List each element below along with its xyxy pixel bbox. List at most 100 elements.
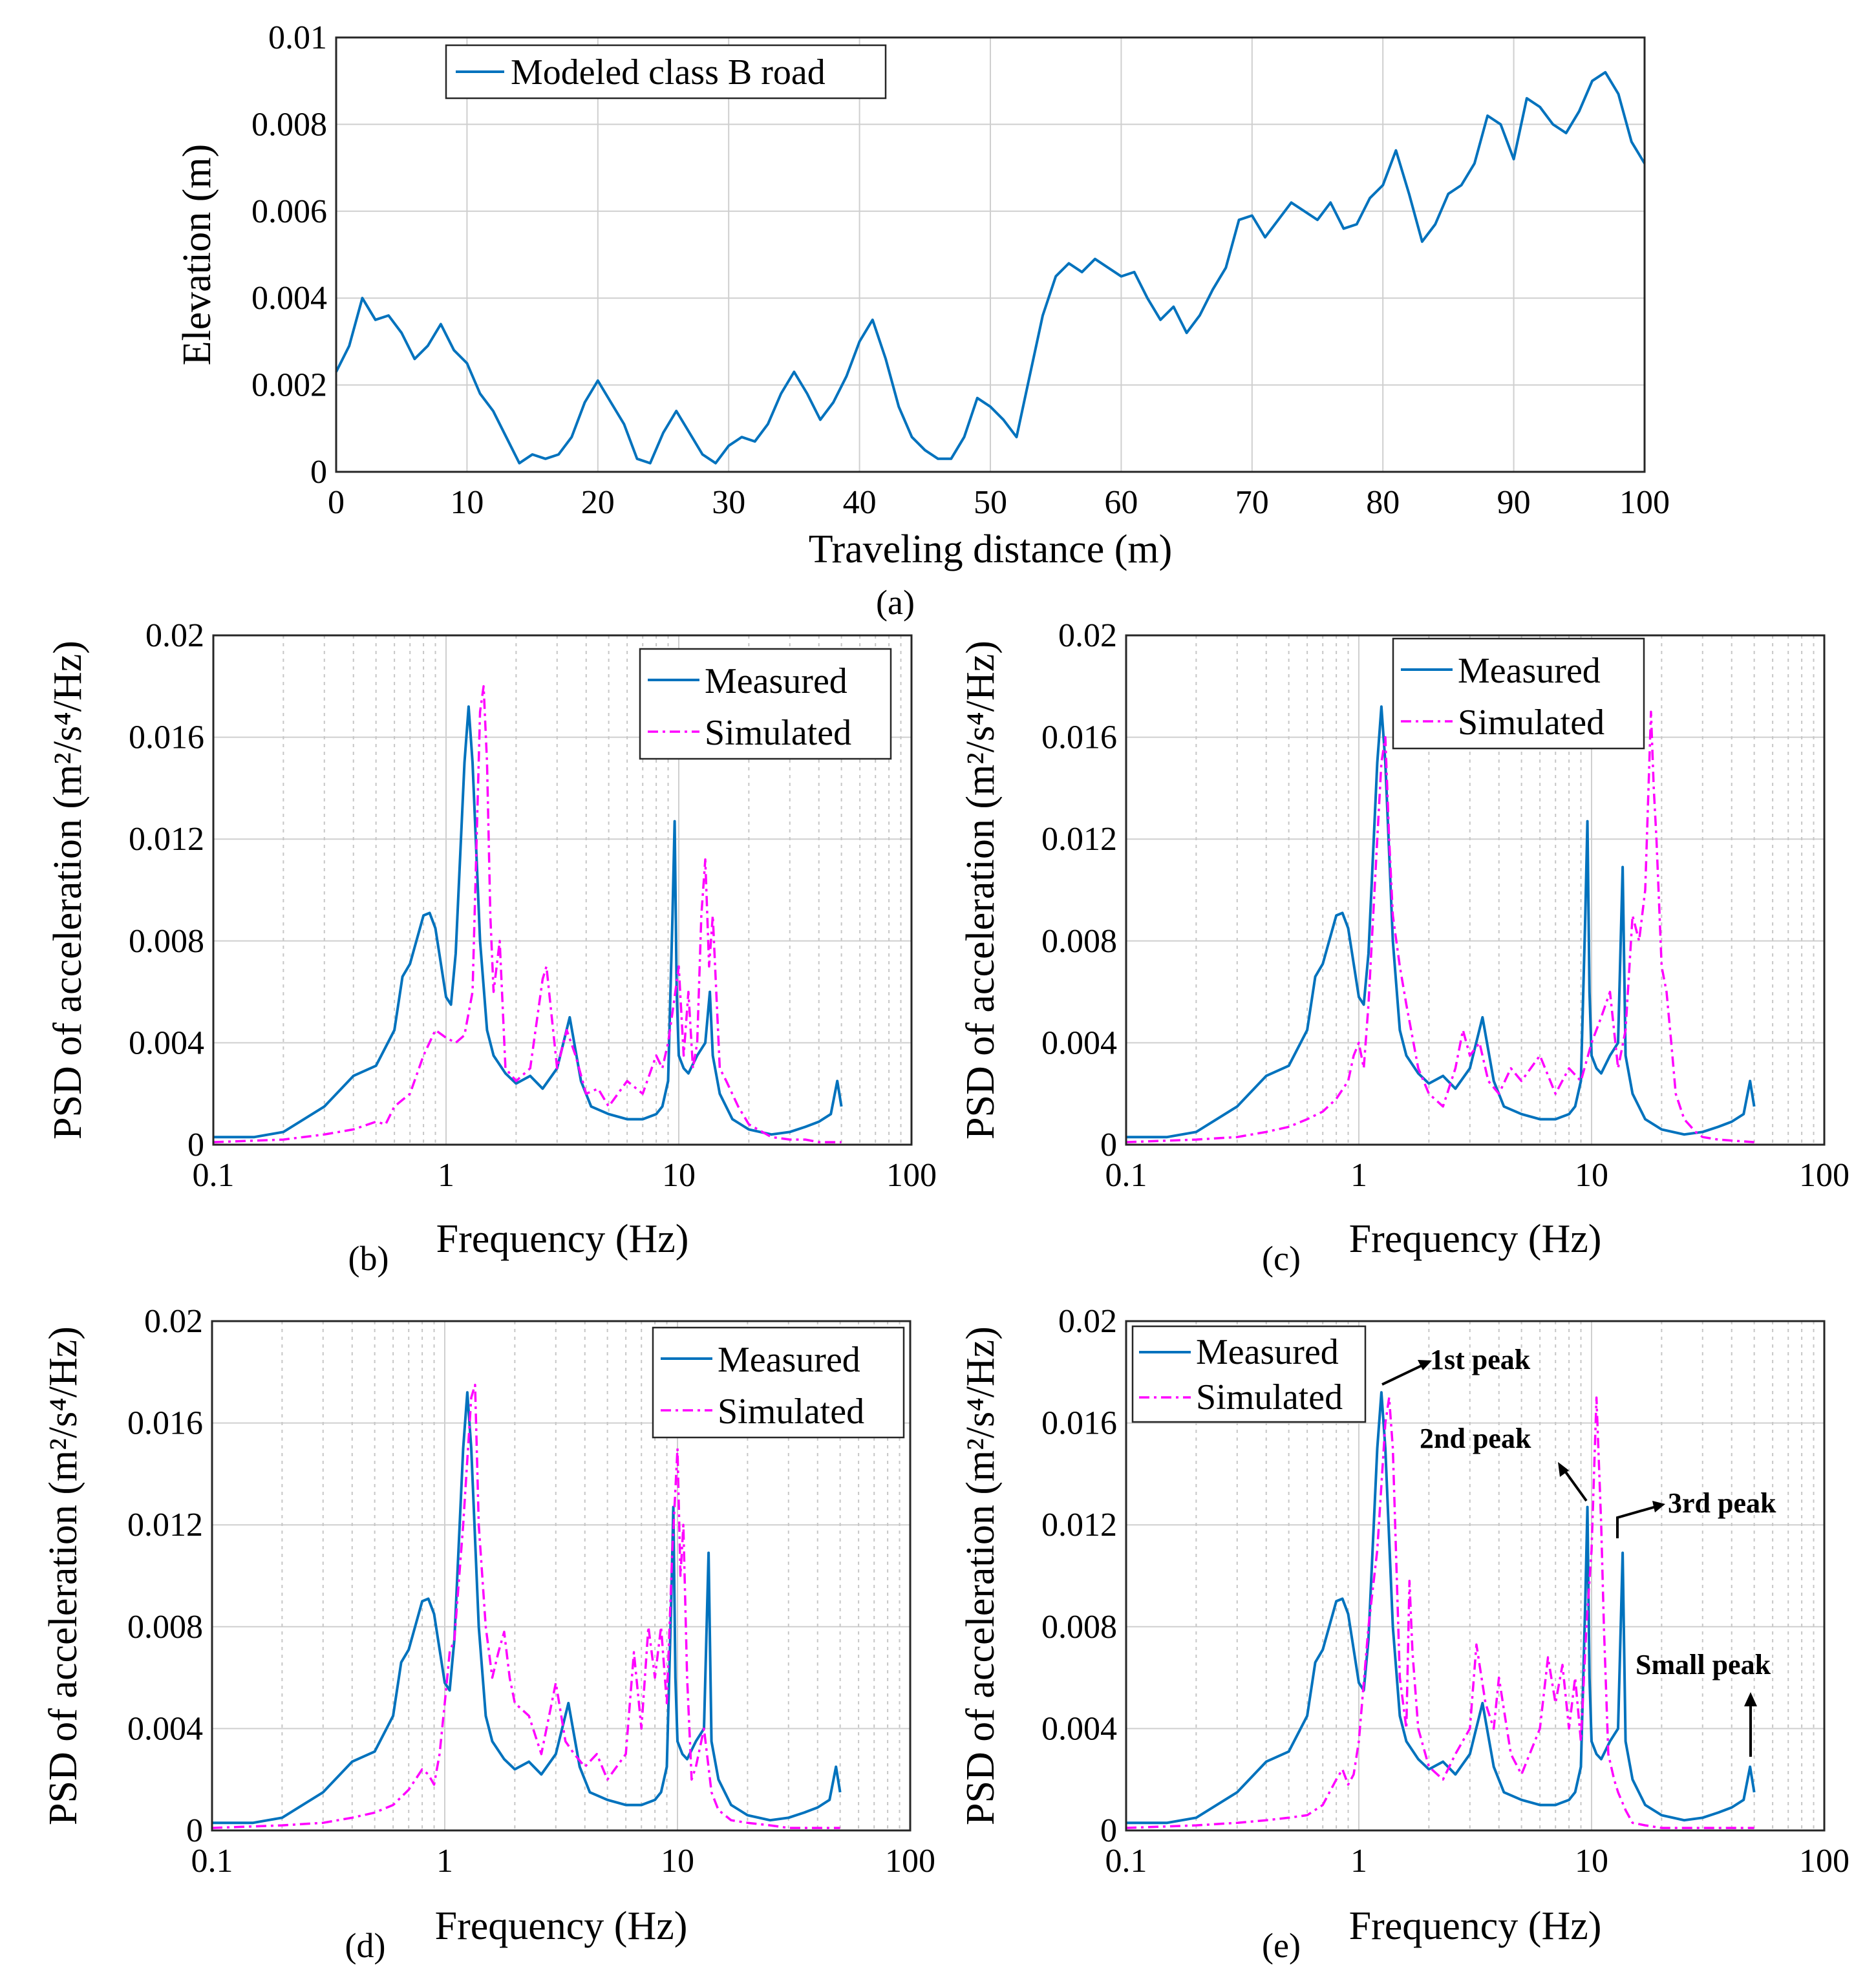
legend-label-simulated: Simulated [1196,1377,1343,1417]
y-tick-label: 0.004 [1041,1024,1117,1061]
y-tick-label: 0.012 [1041,821,1117,858]
panel-b: 0 0.004 0.008 0.012 0.016 0.02 0.1 1 10 100 Freq… [46,617,937,1278]
x-tick-label: 80 [1366,484,1400,521]
y-tick-label: 0.004 [129,1024,204,1061]
panel-d-series [211,1383,842,1829]
panel-d-legend: Measured Simulated [652,1326,905,1439]
panel-e-annotations: 1st peak 2nd peak 3rd peak Small peak [1381,1344,1776,1757]
panel-d-yticks: 0 0.004 0.008 0.012 0.016 0.02 [127,1303,203,1849]
panel-b-frame [212,634,913,1146]
panel-e-xticks: 0.1 1 10 100 [1105,1843,1850,1880]
panel-b-legend-box [639,648,892,760]
panel-c-frame [1125,634,1826,1146]
y-tick-label: 0 [187,1127,204,1163]
x-tick-label: 70 [1235,484,1269,521]
panel-c: 0 0.004 0.008 0.012 0.016 0.02 0.1 1 10 100 Freq… [959,617,1849,1278]
annotation-small-peak: Small peak [1636,1649,1771,1680]
panel-e-yticks: 0 0.004 0.008 0.012 0.016 0.02 [1041,1303,1117,1849]
series-line-road [335,70,1646,465]
panel-b-yticks: 0 0.004 0.008 0.012 0.016 0.02 [129,617,204,1163]
panel-d: 0 0.004 0.008 0.012 0.016 0.02 0.1 1 10 100 Freq… [41,1303,935,1965]
x-tick-label: 100 [1799,1157,1849,1194]
panel-d-ylabel: PSD of acceleration (m²/s⁴/Hz) [41,1326,85,1825]
x-tick-label: 30 [712,484,745,521]
y-tick-label: 0.004 [1041,1710,1117,1747]
panel-c-legend: Measured Simulated [1392,637,1645,750]
y-tick-label: 0.012 [129,821,204,858]
panel-b-xticks: 0.1 1 10 100 [193,1157,937,1194]
series-line-measured [212,1391,842,1825]
annotation-1st-peak: 1st peak [1430,1344,1531,1375]
panel-d-frame [211,1320,911,1832]
panel-e-grid [1126,1321,1824,1830]
panel-b-legend: Measured Simulated [639,648,892,760]
panel-a: 0 0.002 0.004 0.006 0.008 0.01 0 10 20 30 40 50 60 7… [175,19,1670,622]
x-tick-label: 10 [662,1157,696,1194]
arrowhead-icon [1418,1360,1432,1370]
y-tick-label: 0.02 [144,1303,203,1340]
panel-a-ylabel: Elevation (m) [175,144,219,366]
panel-b-label: (b) [348,1239,389,1278]
y-tick-label: 0.004 [127,1710,203,1747]
panel-c-series [1125,705,1756,1143]
panel-d-xlabel: Frequency (Hz) [435,1904,688,1948]
annotation-3rd-peak: 3rd peak [1668,1487,1776,1519]
legend-label-measured: Measured [1196,1332,1339,1372]
series-line-simulated [211,1383,840,1829]
panel-c-legend-box [1392,637,1645,750]
legend-label-measured: Measured [705,661,847,701]
panel-b-series [213,685,843,1143]
panel-a-label: (a) [876,583,915,622]
panel-b-xlabel: Frequency (Hz) [436,1217,689,1261]
y-tick-label: 0.01 [268,19,327,56]
y-tick-label: 0.016 [129,719,204,756]
arrowhead-icon [1652,1501,1665,1512]
y-tick-label: 0.008 [1041,923,1117,960]
legend-label-road: Modeled class B road [511,52,826,92]
panel-a-yticks: 0 0.002 0.004 0.006 0.008 0.01 [251,19,327,491]
series-line-simulated [1125,1396,1754,1829]
panel-e-series [1125,1391,1756,1829]
panel-c-yticks: 0 0.004 0.008 0.012 0.016 0.02 [1041,617,1117,1163]
legend-label-simulated: Simulated [718,1392,864,1432]
panel-e-ylabel: PSD of acceleration (m²/s⁴/Hz) [959,1326,1003,1825]
x-tick-label: 10 [1575,1843,1608,1880]
panel-a-xlabel: Traveling distance (m) [809,527,1172,571]
x-tick-label: 40 [843,484,877,521]
annotation-arrow-1st-peak [1381,1362,1426,1386]
x-tick-label: 1 [436,1843,453,1880]
y-tick-label: 0.004 [251,280,327,317]
panel-a-frame [335,36,1646,473]
panel-e-xlabel: Frequency (Hz) [1349,1904,1602,1948]
annotation-arrow-2nd-peak [1562,1467,1588,1502]
x-tick-label: 1 [1350,1843,1367,1880]
x-tick-label: 0.1 [193,1157,235,1194]
panel-e-legend-box [1131,1325,1367,1423]
panel-a-series [335,70,1646,465]
y-tick-label: 0 [1100,1812,1117,1849]
panel-b-ylabel: PSD of acceleration (m²/s⁴/Hz) [46,641,90,1140]
panel-a-legend: Modeled class B road [445,44,887,100]
legend-label-measured: Measured [1458,651,1601,691]
panel-d-legend-box [652,1326,905,1439]
y-tick-label: 0.008 [127,1609,203,1646]
x-tick-label: 0.1 [191,1843,233,1880]
y-tick-label: 0.008 [129,923,204,960]
series-line-simulated [1125,710,1754,1143]
panel-a-xticks: 0 10 20 30 40 50 60 70 80 90 100 [328,484,1670,521]
x-tick-label: 1 [1350,1157,1367,1194]
x-tick-label: 100 [1619,484,1670,521]
y-tick-label: 0 [310,454,327,491]
x-tick-label: 0.1 [1105,1157,1147,1194]
x-tick-label: 60 [1104,484,1138,521]
y-tick-label: 0.016 [1041,1405,1117,1442]
y-tick-label: 0.008 [1041,1609,1117,1646]
x-tick-label: 10 [1575,1157,1608,1194]
x-tick-label: 10 [450,484,484,521]
y-tick-label: 0.012 [1041,1507,1117,1543]
x-tick-label: 90 [1497,484,1531,521]
panel-c-label: (c) [1262,1239,1301,1278]
annotation-arrow-3rd-peak [1616,1505,1659,1538]
panel-c-ylabel: PSD of acceleration (m²/s⁴/Hz) [959,641,1003,1140]
